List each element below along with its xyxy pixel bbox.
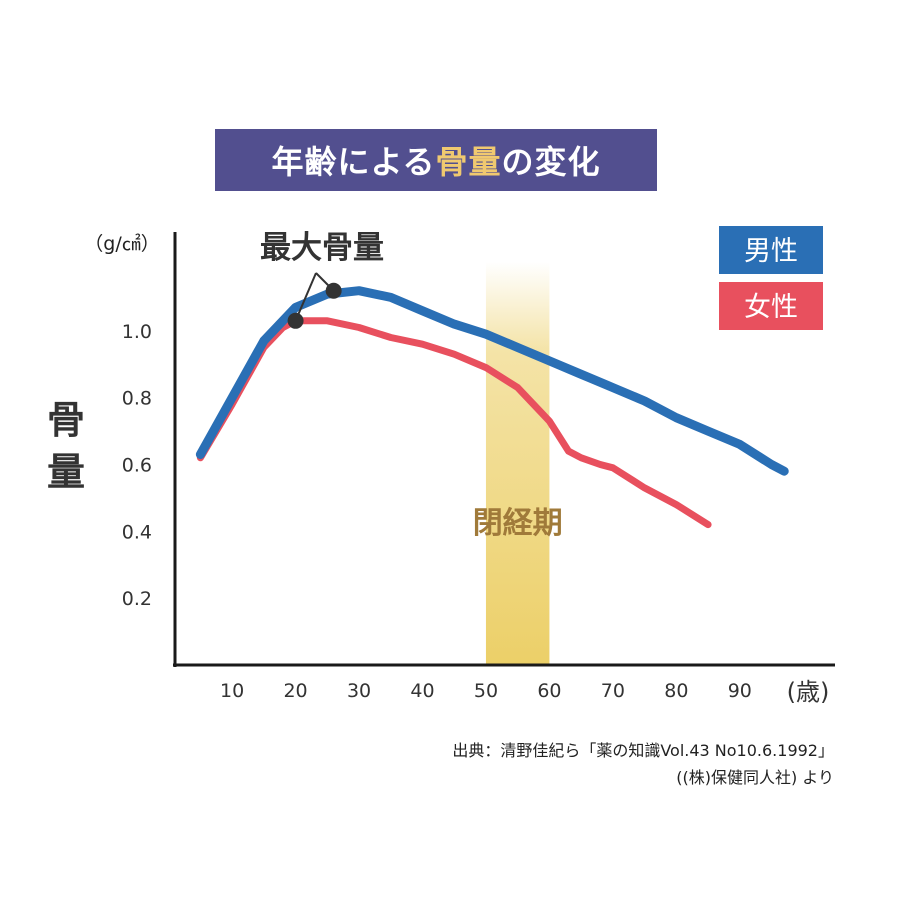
legend-swatch <box>719 282 823 330</box>
title-text-post: の変化 <box>501 143 601 181</box>
menopause-band <box>485 262 550 665</box>
legend-label: 男性 <box>744 236 798 267</box>
source-line-1: 出典：清野佳紀ら「薬の知識Vol.43 No10.6.1992」 <box>452 741 834 760</box>
title-text-pre: 年齢による <box>271 143 436 181</box>
legend-item: 女性 <box>719 282 823 330</box>
y-tick-label: 0.8 <box>122 388 152 410</box>
x-tick-label: 20 <box>283 680 307 702</box>
y-tick-label: 0.6 <box>122 455 152 477</box>
chart-title: 年齢による 骨量 の変化 <box>215 129 657 191</box>
source-line-2: ((株)保健同人社) より <box>676 768 834 787</box>
title-text-highlight: 骨量 <box>435 143 502 181</box>
series-line-male <box>195 286 789 476</box>
x-tick-label: 30 <box>347 680 371 702</box>
x-tick-label: 70 <box>601 680 625 702</box>
menopause-label: 閉経期 <box>473 506 563 541</box>
y-tick-label: 0.4 <box>122 521 152 543</box>
x-tick-label: 40 <box>410 680 434 702</box>
x-tick-label: 80 <box>664 680 688 702</box>
series-line-female <box>196 317 712 529</box>
peak-dot-female <box>287 312 304 329</box>
x-tick-label: 50 <box>474 680 498 702</box>
x-tick-label: 90 <box>728 680 752 702</box>
y-tick-label: 1.0 <box>122 321 152 343</box>
legend-label: 女性 <box>744 292 798 323</box>
x-tick-label: 60 <box>537 680 561 702</box>
x-axis-unit: (歳) <box>787 678 830 706</box>
x-tick-label: 10 <box>220 680 244 702</box>
peak-pointer-line <box>294 272 317 322</box>
peak-label: 最大骨量 <box>260 230 384 266</box>
y-tick-label: 0.2 <box>122 588 152 610</box>
y-axis-unit: （g/㎠） <box>84 232 159 255</box>
legend-item: 男性 <box>719 226 823 274</box>
peak-dot-male <box>325 282 342 299</box>
y-axis-label: 骨量 <box>47 398 85 494</box>
legend-swatch <box>719 226 823 274</box>
